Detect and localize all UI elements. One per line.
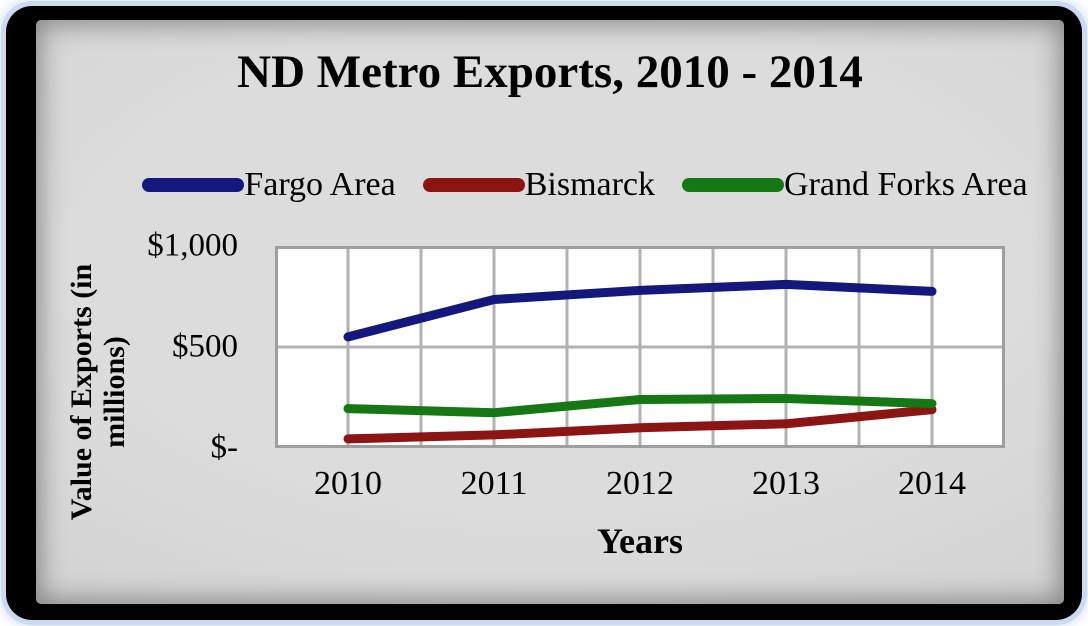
legend-swatch-bismarck bbox=[422, 178, 525, 192]
legend-swatch-grand-forks-area bbox=[682, 178, 785, 192]
series-line-grand-forks-area bbox=[343, 394, 937, 418]
y-tick-0: $- bbox=[210, 429, 239, 466]
legend-swatch-fargo-area bbox=[142, 178, 245, 192]
x-tick-2010: 2010 bbox=[314, 465, 382, 502]
x-tick-2013: 2013 bbox=[752, 465, 820, 502]
legend-label-fargo-area: Fargo Area bbox=[244, 166, 396, 203]
y-tick-1000: $1,000 bbox=[147, 227, 238, 264]
x-tick-2011: 2011 bbox=[460, 465, 528, 502]
plot-svg bbox=[275, 246, 1005, 448]
plot-area bbox=[275, 246, 1005, 448]
legend-item-bismarck: Bismarck bbox=[422, 166, 656, 204]
x-tick-2014: 2014 bbox=[898, 465, 966, 502]
x-tick-2012: 2012 bbox=[606, 465, 674, 502]
legend: Fargo Area Bismarck Grand Forks Area bbox=[36, 166, 1064, 204]
legend-label-bismarck: Bismarck bbox=[524, 166, 656, 203]
y-tick-500: $500 bbox=[172, 328, 238, 365]
legend-item-fargo-area: Fargo Area bbox=[142, 166, 396, 204]
series-line-fargo-area bbox=[343, 279, 937, 342]
y-axis-title: Value of Exports (in millions) bbox=[65, 217, 131, 567]
chart-canvas: ND Metro Exports, 2010 - 2014 Fargo Area… bbox=[36, 20, 1064, 604]
chart-title: ND Metro Exports, 2010 - 2014 bbox=[237, 46, 863, 98]
legend-item-grand-forks-area: Grand Forks Area bbox=[682, 166, 1028, 204]
plot-border bbox=[275, 246, 1005, 448]
series-line-bismarck bbox=[343, 405, 937, 444]
x-axis-title: Years bbox=[597, 521, 683, 561]
picture-frame: ND Metro Exports, 2010 - 2014 Fargo Area… bbox=[6, 6, 1082, 620]
y-axis-title-line1: Value of Exports (in bbox=[65, 263, 98, 521]
legend-label-grand-forks-area: Grand Forks Area bbox=[784, 166, 1028, 203]
